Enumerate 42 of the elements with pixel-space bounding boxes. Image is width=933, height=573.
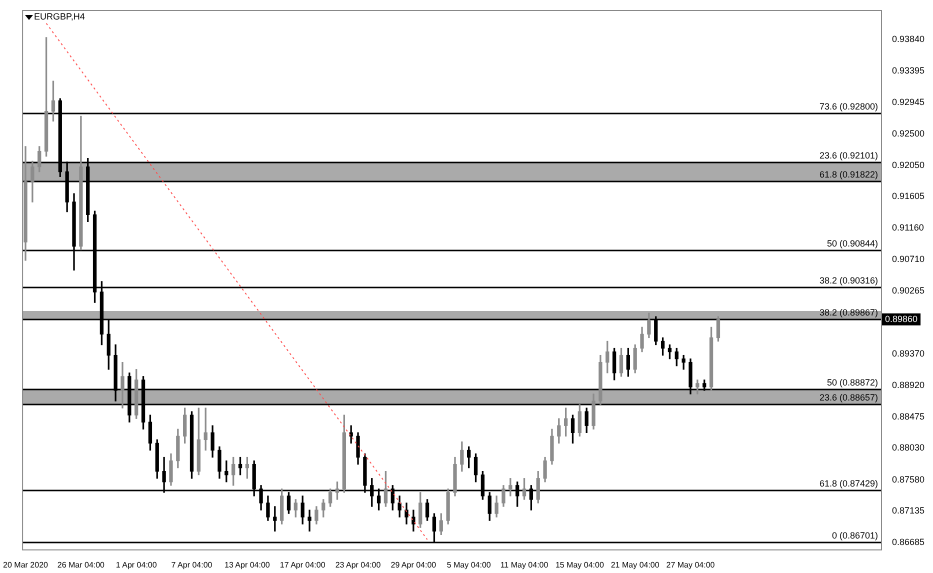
x-tick-label: 29 Apr 04:00 [390,560,437,570]
annotation: 0.89860 [885,314,918,324]
x-tick-label: 13 Apr 04:00 [224,560,270,570]
ref-line-label: 38.2 (0.90316) [819,275,878,286]
ref-line-label: 0 (0.86701) [832,530,878,540]
x-tick-label: 11 May 04:00 [500,560,549,570]
x-tick-label: 27 May 04:00 [666,560,716,570]
x-tick-label: 26 Mar 04:00 [57,560,106,570]
y-tick-label: 0.87580 [892,474,925,484]
y-tick-label: 0.92500 [892,128,925,138]
y-tick-label: 0.90710 [892,254,925,264]
y-tick-label: 0.88475 [892,411,925,422]
y-tick-label: 0.89370 [892,348,925,358]
x-tick-label: 1 Apr 04:00 [116,560,158,570]
ref-line-label: 23.6 (0.88657) [819,392,878,402]
y-tick-label: 0.91160 [892,222,924,232]
ref-line-label: 50 (0.90844) [826,238,878,248]
ref-line-label: 61.8 (0.91822) [819,169,878,180]
ref-line-label: 50 (0.88872) [826,377,878,388]
y-tick-label: 0.91605 [892,191,925,202]
ref-line-label: 23.6 (0.92101) [819,150,878,160]
x-tick-label: 23 Apr 04:00 [335,560,382,570]
y-tick-label: 0.92945 [892,96,925,107]
x-tick-label: 21 May 04:00 [610,560,660,570]
y-tick-label: 0.90265 [892,285,925,296]
y-tick-label: 0.92050 [892,160,925,170]
ref-line-label: 61.8 (0.87429) [819,478,878,488]
x-tick-label: 7 Apr 04:00 [171,560,213,570]
candlestick [308,510,312,532]
x-tick-label: 5 May 04:00 [446,560,492,570]
y-tick-label: 0.93395 [892,65,925,76]
ref-line-label: 38.2 (0.89867) [819,307,878,318]
y-tick-label: 0.86685 [892,537,925,548]
x-tick-label: 15 May 04:00 [555,560,604,570]
x-tick-label: 17 Apr 04:00 [280,560,326,570]
ref-line-label: 73.6 (0.92800) [819,101,878,112]
x-tick-label: 20 Mar 2020 [3,560,49,570]
y-tick-label: 0.88920 [892,380,925,390]
chart-title: EURGBP,H4 [34,11,85,22]
y-tick-label: 0.93840 [892,34,925,44]
y-tick-label: 0.88030 [892,442,925,453]
y-tick-label: 0.87135 [892,506,925,516]
